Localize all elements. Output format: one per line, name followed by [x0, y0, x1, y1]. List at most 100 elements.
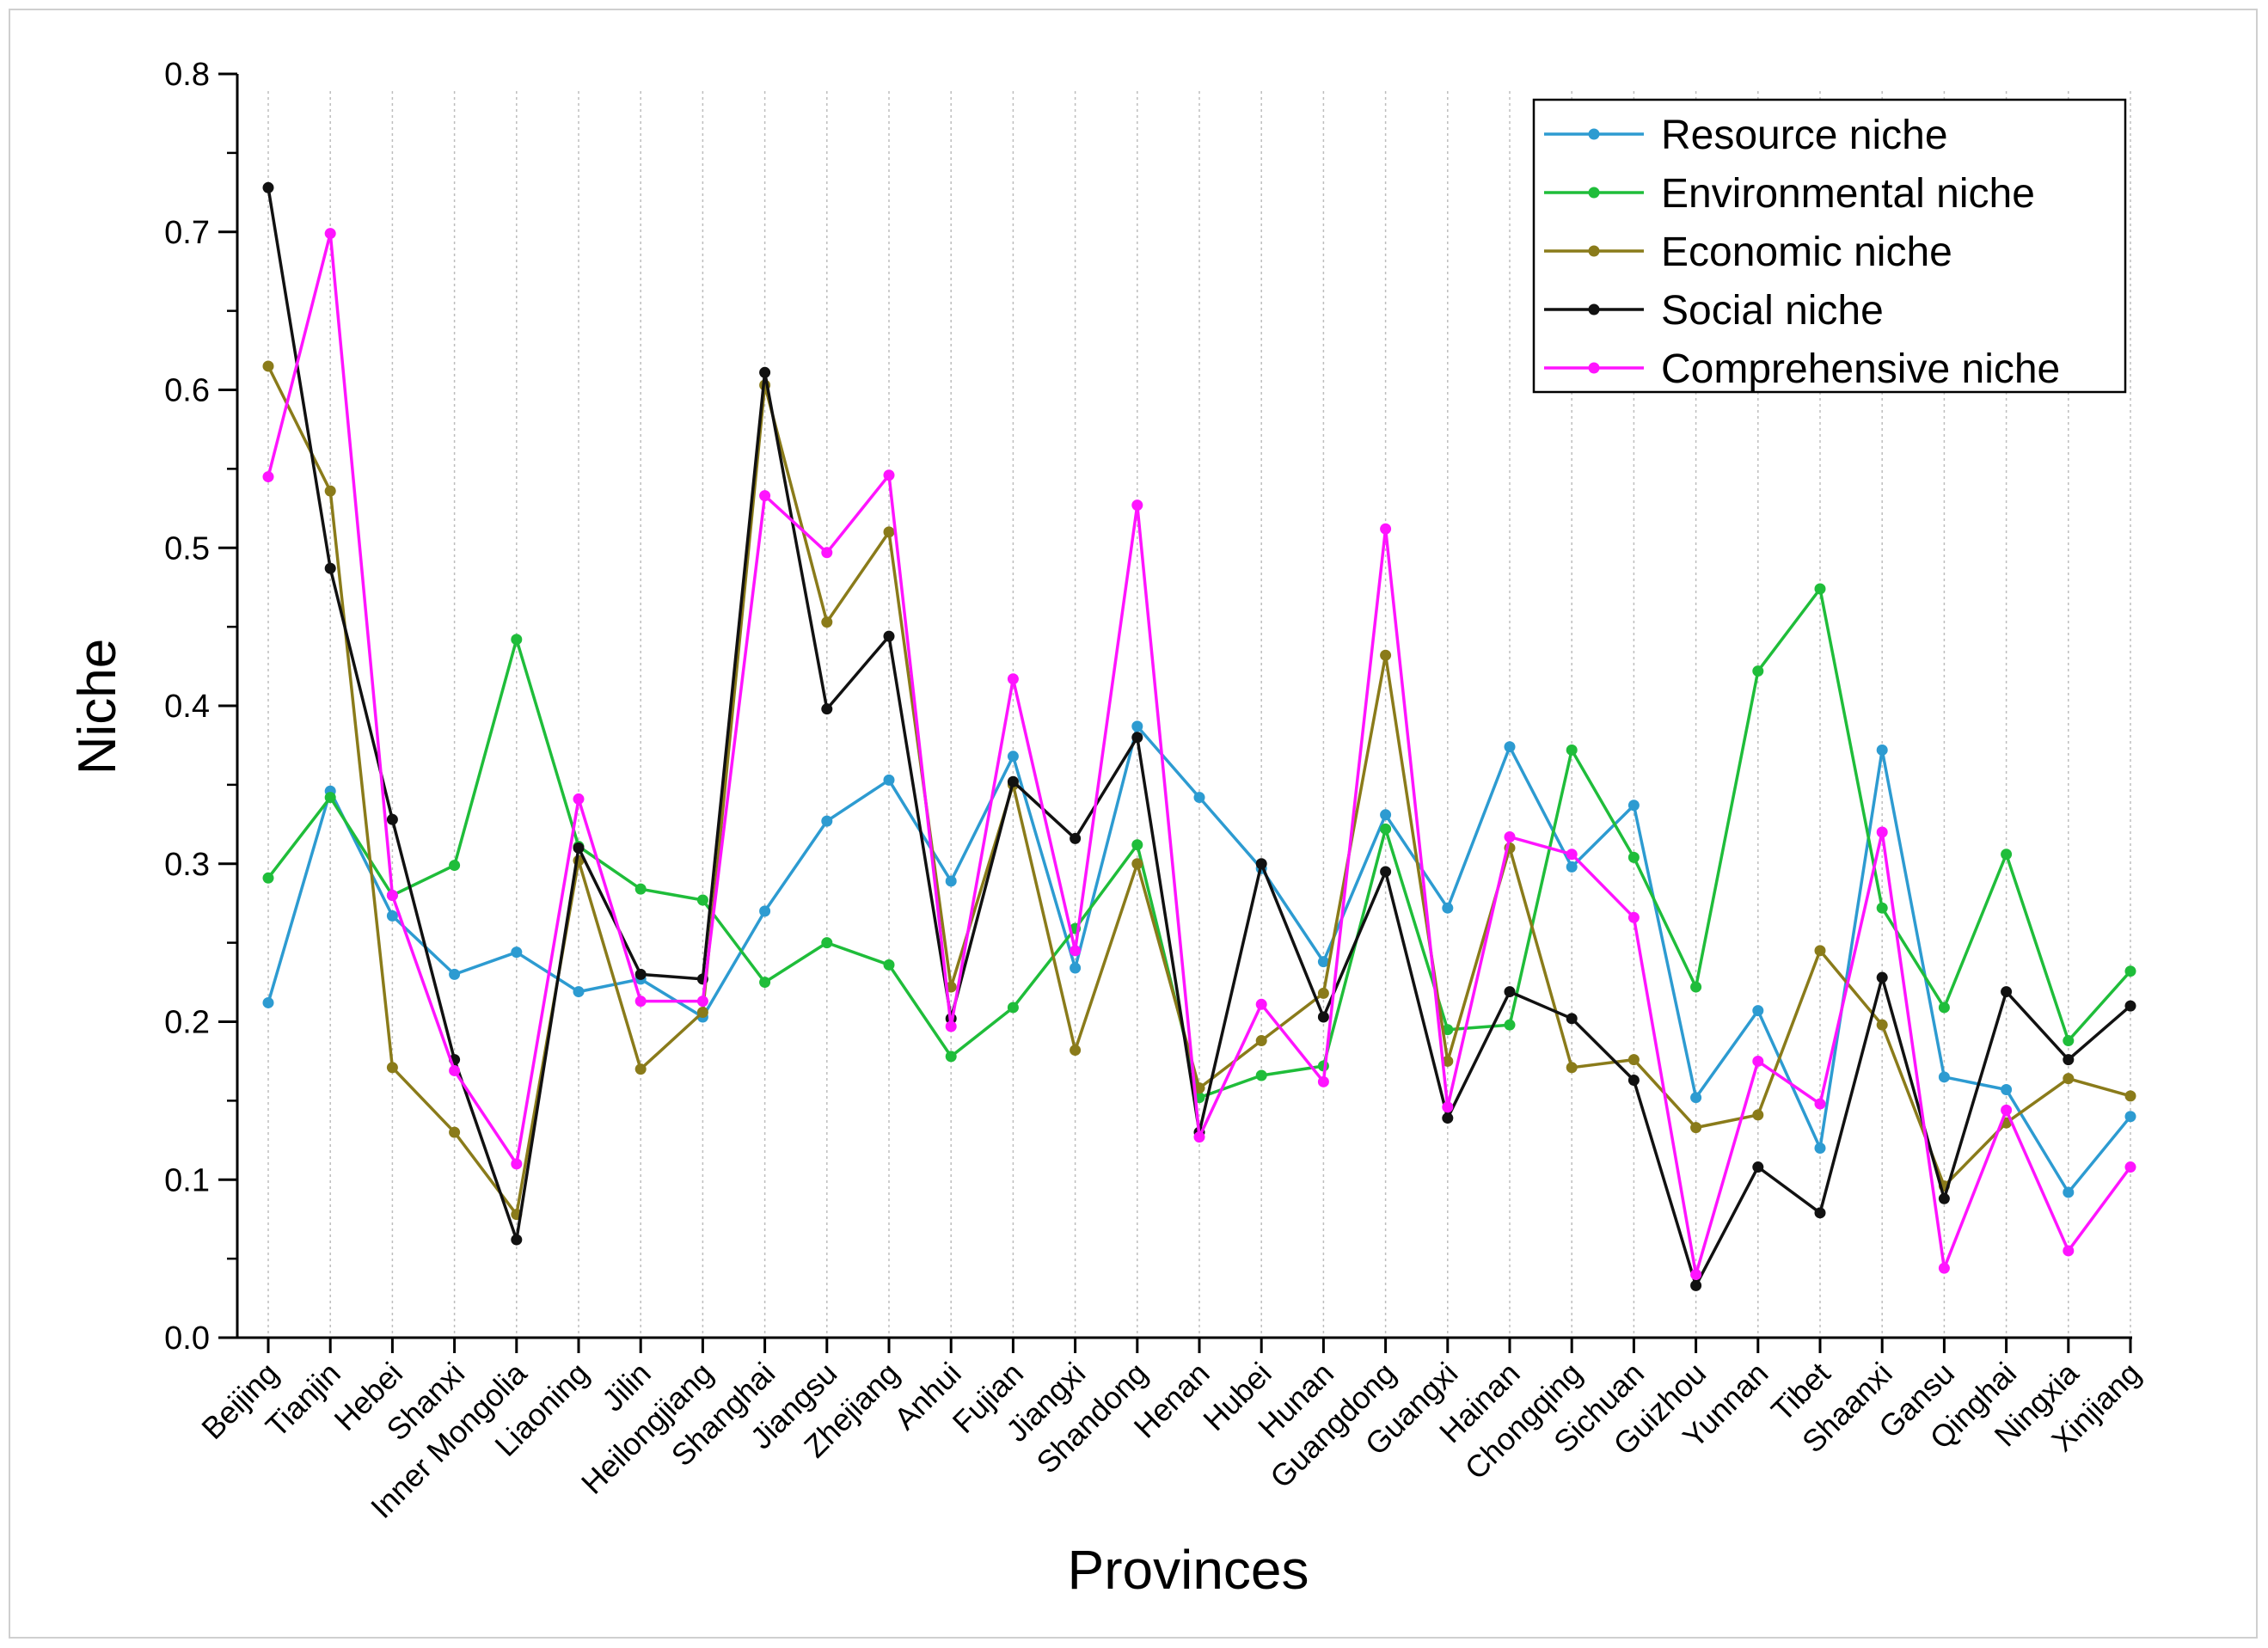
data-point [1690, 1092, 1702, 1104]
data-point [1255, 858, 1267, 870]
data-point [1938, 1192, 1950, 1204]
data-point [1007, 775, 1019, 787]
data-point [1504, 831, 1516, 843]
y-tick-label: 0.0 [164, 1320, 210, 1357]
data-point [449, 860, 461, 872]
y-tick-label: 0.7 [164, 215, 210, 251]
data-point [573, 842, 585, 854]
data-point [2001, 849, 2013, 861]
data-point [1442, 902, 1454, 914]
data-point [1193, 1131, 1205, 1143]
data-point [1504, 1019, 1516, 1031]
data-point [449, 1064, 461, 1076]
data-point [1380, 823, 1392, 835]
data-point [449, 1126, 461, 1138]
data-point [386, 890, 398, 901]
legend-swatch-marker [1588, 187, 1600, 199]
data-point [1380, 866, 1392, 878]
legend-label: Resource niche [1661, 113, 1948, 158]
legend-label: Environmental niche [1661, 171, 2035, 217]
data-point [2124, 965, 2136, 977]
data-point [324, 562, 336, 574]
y-axis-title: Niche [68, 639, 127, 775]
data-point [1814, 1098, 1826, 1110]
data-point [1007, 750, 1019, 763]
data-point [511, 1158, 523, 1170]
data-point [386, 1062, 398, 1074]
line-chart: 0.00.10.20.30.40.50.60.70.8BeijingTianji… [68, 57, 2148, 1601]
legend-swatch-marker [1588, 362, 1600, 374]
data-point [2063, 1073, 2075, 1085]
data-point [1070, 1045, 1082, 1057]
data-point [759, 490, 771, 502]
data-point [1566, 1062, 1578, 1074]
data-point [2124, 1111, 2136, 1123]
series-lines [262, 181, 2136, 1291]
data-point [1193, 1082, 1205, 1094]
data-point [1131, 858, 1143, 870]
data-point [573, 986, 585, 998]
data-point [262, 872, 274, 884]
data-point [1752, 1005, 1764, 1017]
data-point [759, 977, 771, 989]
legend: Resource niche Environmental niche Economi… [1532, 98, 2127, 394]
chart-frame: 0.0 0.1 0.2 0.3 0.4 0.5 0.6 0.7 0.8 Beijing Tianji… [9, 9, 2258, 1639]
data-point [1938, 1071, 1950, 1083]
data-point [883, 526, 895, 538]
y-tick-label: 0.6 [164, 373, 210, 409]
data-point [821, 616, 833, 628]
data-point [945, 875, 957, 887]
data-point [634, 1063, 647, 1075]
data-point [1566, 849, 1578, 861]
data-point [1070, 945, 1082, 957]
data-point [2063, 1245, 2075, 1257]
data-point [2124, 1000, 2136, 1012]
data-point [511, 634, 523, 646]
data-point [1442, 1101, 1454, 1113]
data-point [883, 959, 895, 971]
data-point [1627, 911, 1640, 923]
data-point [1131, 839, 1143, 851]
data-point [696, 996, 708, 1008]
legend-swatch-marker [1588, 303, 1600, 316]
data-point [262, 360, 274, 372]
data-point [1690, 1279, 1702, 1291]
y-tick-label: 0.2 [164, 1005, 210, 1041]
data-point [324, 792, 336, 804]
data-point [696, 894, 708, 906]
data-point [1627, 851, 1640, 863]
data-point [759, 366, 771, 378]
data-point [821, 937, 833, 949]
data-point [1627, 1054, 1640, 1066]
y-tick-label: 0.1 [164, 1162, 210, 1198]
legend-label: Economic niche [1661, 230, 1952, 275]
data-point [262, 471, 274, 483]
data-point [1255, 998, 1267, 1010]
data-point [1070, 962, 1082, 974]
data-point [324, 485, 336, 497]
data-point [1504, 986, 1516, 998]
data-point [1131, 732, 1143, 744]
data-point [2001, 1084, 2013, 1096]
data-point [821, 547, 833, 559]
data-point [573, 793, 585, 805]
data-point [1504, 741, 1516, 753]
x-axis-title: Provinces [1068, 1539, 1309, 1601]
data-point [1752, 1055, 1764, 1067]
data-point [1131, 499, 1143, 512]
data-point [2063, 1035, 2075, 1047]
data-point [821, 815, 833, 827]
data-point [883, 630, 895, 642]
data-point [696, 1006, 708, 1018]
data-point [386, 813, 398, 825]
data-point [1814, 1143, 1826, 1154]
data-point [1752, 1109, 1764, 1121]
data-point [1938, 1262, 1950, 1274]
data-point [2124, 1090, 2136, 1102]
y-tick-label: 0.4 [164, 689, 210, 725]
data-point [1876, 744, 1888, 756]
data-point [883, 774, 895, 786]
data-point [262, 181, 274, 193]
data-point [1193, 792, 1205, 804]
data-point [1566, 1013, 1578, 1025]
